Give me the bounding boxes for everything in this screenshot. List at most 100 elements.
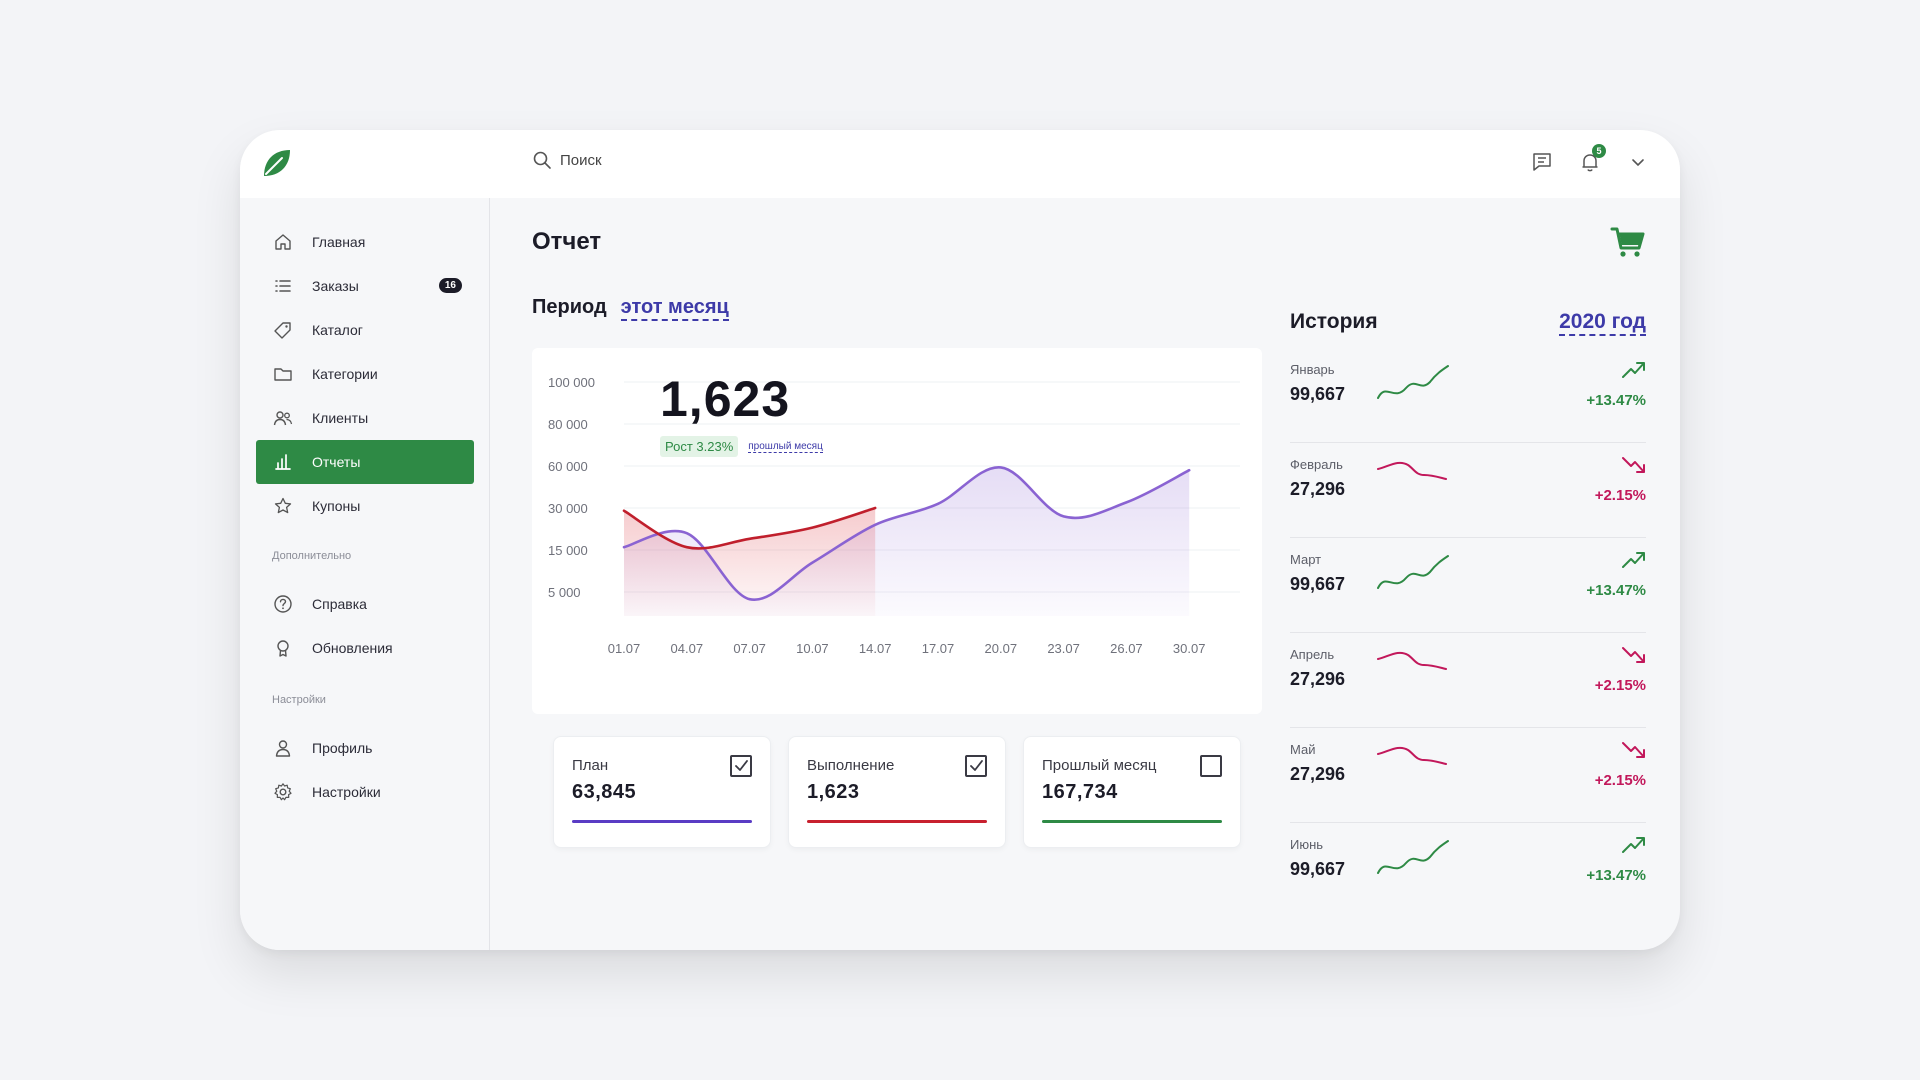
history-value: 27,296 — [1290, 764, 1346, 784]
gear-icon — [272, 781, 294, 803]
help-icon — [272, 593, 294, 615]
legend-label: План — [572, 757, 609, 774]
history-change: +13.47% — [1586, 392, 1646, 409]
sidebar-item-catalog[interactable]: Каталог — [256, 308, 474, 352]
sidebar-item-label: Каталог — [312, 322, 363, 338]
x-tick-label: 01.07 — [608, 641, 641, 656]
legend-value: 167,734 — [1042, 781, 1118, 803]
legend-checkbox[interactable] — [965, 755, 987, 777]
period-label: Период — [532, 296, 607, 318]
sidebar-item-label: Справка — [312, 596, 367, 612]
sidebar-item-profile[interactable]: Профиль — [256, 726, 474, 770]
sidebar-item-orders[interactable]: Заказы 16 — [256, 264, 474, 308]
history-change: +13.47% — [1586, 582, 1646, 599]
sidebar-item-label: Категории — [312, 366, 378, 382]
period-selector: Период этот месяц — [532, 296, 729, 321]
trend-down-icon — [1622, 647, 1645, 663]
x-tick-label: 17.07 — [922, 641, 955, 656]
sidebar-item-label: Главная — [312, 234, 366, 250]
user-icon — [272, 737, 294, 759]
period-dropdown[interactable]: этот месяц — [620, 296, 729, 321]
cart-icon[interactable] — [1610, 224, 1646, 260]
x-tick-label: 04.07 — [671, 641, 704, 656]
x-tick-label: 23.07 — [1047, 641, 1080, 656]
users-icon — [272, 407, 294, 429]
history-value: 27,296 — [1290, 669, 1346, 689]
history-change: +2.15% — [1594, 487, 1646, 504]
sidebar-item-label: Отчеты — [312, 454, 361, 470]
sidebar-item-label: Заказы — [312, 278, 359, 294]
legend-checkbox[interactable] — [730, 755, 752, 777]
sidebar-item-label: Купоны — [312, 498, 361, 514]
trend-up-icon — [1622, 552, 1645, 568]
search-input[interactable] — [560, 151, 820, 169]
history-row[interactable]: Март 99,667 +13.47% — [1290, 538, 1646, 633]
sidebar-item-reports[interactable]: Отчеты — [256, 440, 474, 484]
legend-checkbox[interactable] — [1200, 755, 1222, 777]
award-icon — [272, 637, 294, 659]
check-icon — [735, 760, 748, 771]
x-tick-label: 07.07 — [733, 641, 766, 656]
history-row[interactable]: Май 27,296 +2.15% — [1290, 728, 1646, 823]
legend-value: 63,845 — [572, 781, 637, 803]
compare-period-link[interactable]: прошлый месяц — [748, 440, 823, 453]
folder-icon — [272, 363, 294, 385]
history-month: Январь — [1290, 362, 1335, 377]
legend-card-last-month[interactable]: Прошлый месяц 167,734 — [1023, 736, 1241, 848]
leaf-logo-icon[interactable] — [260, 146, 294, 180]
legend-card-execution[interactable]: Выполнение 1,623 — [788, 736, 1006, 848]
history-row[interactable]: Январь 99,667 +13.47% — [1290, 348, 1646, 443]
x-tick-label: 26.07 — [1110, 641, 1143, 656]
history-value: 99,667 — [1290, 859, 1346, 879]
x-tick-label: 30.07 — [1173, 641, 1206, 656]
sidebar-item-help[interactable]: Справка — [256, 582, 474, 626]
sidebar-item-updates[interactable]: Обновления — [256, 626, 474, 670]
sidebar-item-home[interactable]: Главная — [256, 220, 474, 264]
sidebar-item-label: Клиенты — [312, 410, 369, 426]
sparkline — [1377, 746, 1447, 765]
legend-color-line — [807, 820, 987, 823]
history-month: Июнь — [1290, 837, 1324, 852]
history-title: История — [1290, 310, 1378, 333]
x-tick-label: 14.07 — [859, 641, 892, 656]
app-window: 5 Главная Заказы 16 — [240, 130, 1680, 950]
sparkline — [1377, 651, 1447, 670]
history-row[interactable]: Июнь 99,667 +13.47% — [1290, 823, 1646, 918]
sparkline — [1377, 840, 1449, 874]
history-change: +2.15% — [1594, 772, 1646, 789]
sidebar: Главная Заказы 16 Каталог Категории Кл — [240, 198, 490, 950]
legend-card-plan[interactable]: План 63,845 — [553, 736, 771, 848]
sidebar-item-settings[interactable]: Настройки — [256, 770, 474, 814]
history-change: +13.47% — [1586, 867, 1646, 884]
history-row[interactable]: Апрель 27,296 +2.15% — [1290, 633, 1646, 728]
chevron-down-icon[interactable] — [1626, 150, 1650, 174]
sidebar-item-clients[interactable]: Клиенты — [256, 396, 474, 440]
legend-color-line — [572, 820, 752, 823]
growth-badge: Рост 3.23% — [660, 436, 739, 457]
trend-up-icon — [1622, 837, 1645, 853]
history-year-selector[interactable]: 2020 год — [1559, 310, 1646, 336]
series-line-execution[interactable] — [622, 506, 877, 550]
history-value: 99,667 — [1290, 574, 1346, 594]
y-tick-label: 30 000 — [548, 501, 588, 516]
history-row[interactable]: Февраль 27,296 +2.15% — [1290, 443, 1646, 538]
x-tick-label: 20.07 — [985, 641, 1018, 656]
sparkline — [1377, 365, 1449, 399]
sidebar-section-extra: Дополнительно — [272, 550, 352, 562]
x-tick-label: 10.07 — [796, 641, 829, 656]
legend-label: Прошлый месяц — [1042, 757, 1157, 774]
bell-icon[interactable]: 5 — [1578, 144, 1606, 174]
sidebar-item-label: Обновления — [312, 640, 393, 656]
legend-label: Выполнение — [807, 757, 895, 774]
sparkline — [1377, 555, 1449, 589]
messages-icon[interactable] — [1530, 150, 1554, 174]
sidebar-item-categories[interactable]: Категории — [256, 352, 474, 396]
page-title: Отчет — [532, 228, 602, 255]
sidebar-item-coupons[interactable]: Купоны — [256, 484, 474, 528]
search-bar — [532, 150, 820, 170]
series-line-plan[interactable] — [622, 466, 1191, 601]
notification-badge: 5 — [1592, 144, 1606, 158]
chart-canvas: 100 000 80 000 60 000 30 000 15 000 5 000 01.0… — [548, 375, 1240, 656]
y-tick-label: 15 000 — [548, 543, 588, 558]
history-value: 27,296 — [1290, 479, 1346, 499]
